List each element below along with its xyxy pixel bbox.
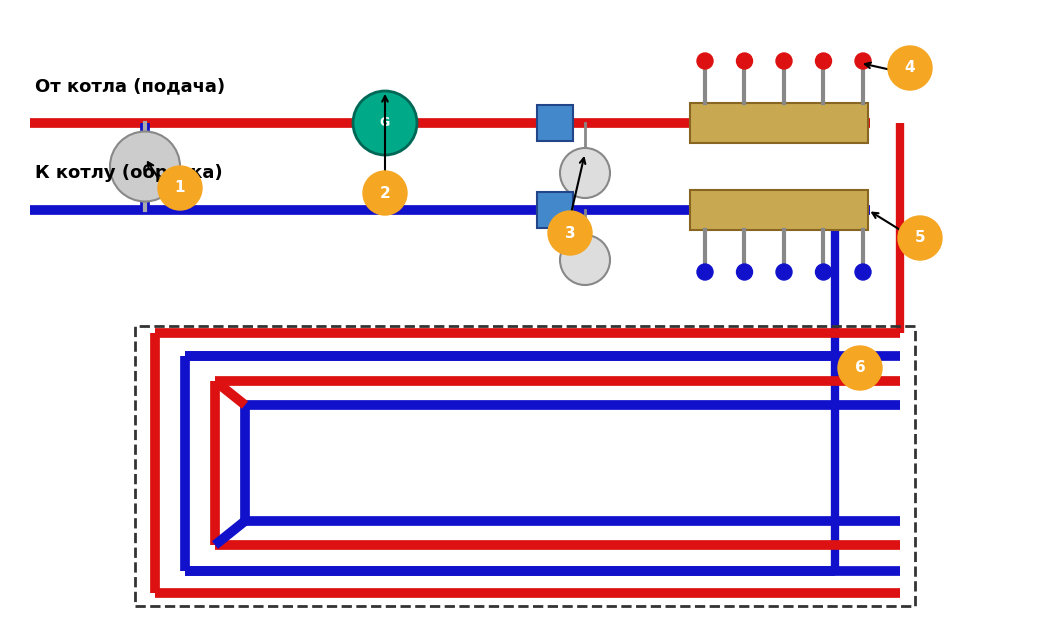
Circle shape (856, 53, 871, 69)
FancyBboxPatch shape (691, 190, 868, 230)
Text: От котла (подача): От котла (подача) (35, 77, 225, 95)
Circle shape (548, 211, 592, 255)
Circle shape (816, 53, 831, 69)
Circle shape (776, 264, 792, 280)
Text: 5: 5 (914, 231, 925, 245)
Text: К котлу (обратка): К котлу (обратка) (35, 164, 223, 182)
Circle shape (560, 148, 610, 198)
Text: G: G (379, 117, 390, 130)
Circle shape (363, 171, 407, 215)
Circle shape (737, 264, 753, 280)
Text: 6: 6 (854, 360, 865, 376)
Circle shape (888, 46, 932, 90)
Circle shape (560, 235, 610, 285)
Circle shape (856, 264, 871, 280)
Circle shape (737, 53, 753, 69)
Circle shape (776, 53, 792, 69)
FancyBboxPatch shape (691, 103, 868, 143)
Text: 4: 4 (905, 61, 915, 75)
Circle shape (898, 216, 942, 260)
Circle shape (697, 53, 713, 69)
Text: 3: 3 (564, 226, 575, 240)
Text: 1: 1 (174, 180, 185, 195)
Circle shape (816, 264, 831, 280)
FancyBboxPatch shape (537, 105, 573, 141)
Circle shape (158, 166, 202, 210)
Circle shape (110, 132, 180, 201)
Circle shape (353, 91, 417, 155)
Circle shape (697, 264, 713, 280)
Circle shape (838, 346, 882, 390)
FancyBboxPatch shape (537, 192, 573, 228)
Text: 2: 2 (379, 185, 390, 200)
